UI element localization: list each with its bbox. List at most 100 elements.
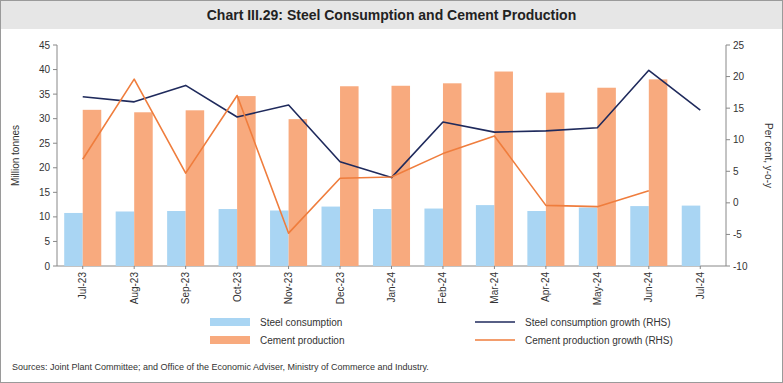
legend-label: Cement production <box>260 335 345 346</box>
bar <box>289 119 308 266</box>
y-tick-label: 15 <box>39 187 51 198</box>
y2-tick <box>726 108 730 109</box>
x-tick-label: Jul-23 <box>77 272 88 300</box>
y2-tick-label: 20 <box>733 71 745 82</box>
bar <box>116 211 135 266</box>
x-tick-label: Jun-24 <box>643 272 654 303</box>
x-tick <box>82 266 83 269</box>
y-tick-label: 5 <box>44 236 50 247</box>
y2-tick <box>726 171 730 172</box>
x-tick <box>545 266 546 269</box>
y-tick <box>53 266 57 267</box>
x-tick <box>442 266 443 269</box>
bar <box>682 206 701 266</box>
bar <box>340 86 359 266</box>
frame <box>1 1 783 383</box>
x-tick-label: Jul-24 <box>695 272 706 300</box>
bar <box>270 211 289 266</box>
y-tick <box>53 69 57 70</box>
legend-swatch <box>210 336 250 344</box>
title: Chart III.29: Steel Consumption and Ceme… <box>207 7 576 23</box>
y2-tick <box>726 202 730 203</box>
y-tick-label: 25 <box>39 138 51 149</box>
legend-swatch <box>475 321 515 323</box>
legend-label: Cement production growth (RHS) <box>525 335 673 346</box>
x-tick <box>340 266 341 269</box>
bar <box>476 205 495 266</box>
line <box>83 70 701 177</box>
y2-tick-label: -10 <box>733 261 748 272</box>
bar <box>597 88 616 266</box>
y2-tick-label: 15 <box>733 103 745 114</box>
y-tick-label: 30 <box>39 113 51 124</box>
x-tick-label: Mar-24 <box>489 272 500 304</box>
x-tick-label: Feb-24 <box>437 272 448 304</box>
chart: Chart III.29: Steel Consumption and Ceme… <box>0 0 783 383</box>
bar <box>219 209 238 266</box>
bar <box>424 209 443 266</box>
bar <box>167 211 186 266</box>
y-tick-label: 20 <box>39 162 51 173</box>
x-tick <box>134 266 135 269</box>
x-tick <box>237 266 238 269</box>
title-band <box>1 1 782 29</box>
legend-label: Steel consumption <box>260 317 342 328</box>
x-tick <box>648 266 649 269</box>
y2-tick-label: -5 <box>733 229 742 240</box>
x-tick <box>288 266 289 269</box>
y2-tick-label: 5 <box>733 166 739 177</box>
y2-axis <box>726 45 727 266</box>
y-tick <box>53 241 57 242</box>
y-tick-label: 45 <box>39 40 51 51</box>
x-tick-label: May-24 <box>592 272 603 306</box>
y-axis <box>57 45 58 266</box>
x-tick-label: Dec-23 <box>335 272 346 305</box>
bar <box>649 79 668 266</box>
x-tick <box>597 266 598 269</box>
bar <box>83 110 102 266</box>
bar <box>579 208 598 266</box>
y-tick <box>53 45 57 46</box>
bar <box>546 93 565 266</box>
x-tick-label: Jan-24 <box>386 272 397 303</box>
source: Sources: Joint Plant Committee; and Offi… <box>12 362 429 372</box>
x-tick <box>494 266 495 269</box>
bar <box>630 206 649 266</box>
bar <box>322 207 341 266</box>
line <box>83 79 649 233</box>
y2-tick <box>726 139 730 140</box>
bar <box>64 213 83 266</box>
y-tick-label: 40 <box>39 64 51 75</box>
bar <box>373 209 392 266</box>
y2-tick <box>726 266 730 267</box>
bar <box>494 72 513 266</box>
y2-tick <box>726 234 730 235</box>
y-tick <box>53 143 57 144</box>
y2-tick <box>726 45 730 46</box>
bar <box>134 112 153 266</box>
y-tick-label: 35 <box>39 89 51 100</box>
legend-swatch <box>475 339 515 341</box>
y-tick <box>53 192 57 193</box>
x-tick-label: Sep-23 <box>180 272 191 305</box>
x-tick-label: Apr-24 <box>540 272 551 302</box>
y-tick-label: 10 <box>39 211 51 222</box>
y-tick <box>53 167 57 168</box>
y-tick <box>53 94 57 95</box>
plot-area <box>64 70 700 266</box>
y-tick <box>53 216 57 217</box>
y2-tick-label: 25 <box>733 40 745 51</box>
bar <box>443 83 462 266</box>
y2-tick-label: 0 <box>733 197 739 208</box>
y-tick <box>53 118 57 119</box>
x-tick-label: Oct-23 <box>232 272 243 302</box>
y-axis-label: Million tonnes <box>10 125 21 186</box>
x-tick <box>700 266 701 269</box>
x-tick-label: Aug-23 <box>129 272 140 305</box>
x-tick-label: Nov-23 <box>283 272 294 305</box>
legend-swatch <box>210 318 250 326</box>
legend-label: Steel consumption growth (RHS) <box>525 317 671 328</box>
y2-tick-label: 10 <box>733 134 745 145</box>
x-tick <box>391 266 392 269</box>
bar <box>186 110 205 266</box>
